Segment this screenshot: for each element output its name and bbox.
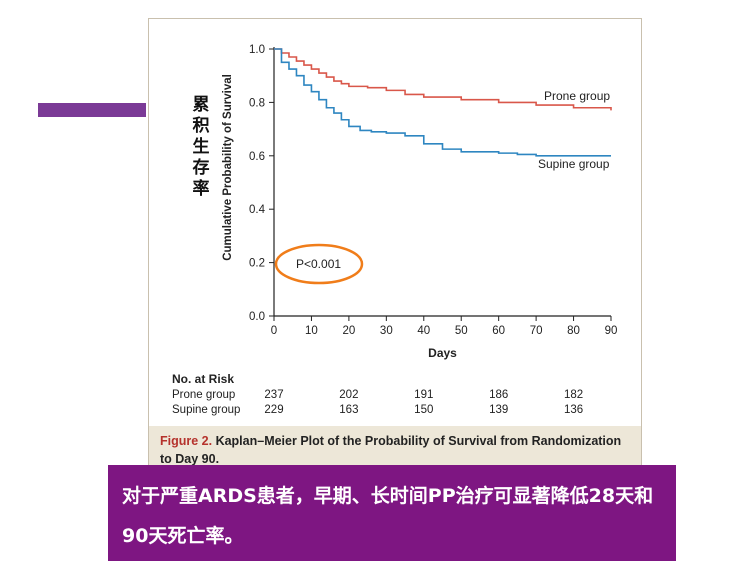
x-tick-label: 20 (342, 325, 355, 337)
y-tick-label: 0.8 (249, 97, 265, 109)
x-tick-label: 90 (605, 325, 618, 337)
at-risk-value: 150 (414, 404, 433, 416)
at-risk-value: 202 (339, 389, 358, 401)
figure-caption: Figure 2. Kaplan–Meier Plot of the Proba… (160, 432, 630, 468)
x-tick-label: 80 (567, 325, 580, 337)
x-tick-label: 70 (530, 325, 543, 337)
conclusion-text: 对于严重ARDS患者，早期、长时间PP治疗可显著降低28天和90天死亡率。 (122, 485, 654, 547)
x-tick-label: 30 (380, 325, 393, 337)
at-risk-value: 163 (339, 404, 358, 416)
conclusion-box (108, 465, 676, 561)
y-tick-label: 1.0 (249, 44, 265, 56)
figure-caption-text: Kaplan–Meier Plot of the Probability of … (160, 434, 622, 466)
x-tick-label: 10 (305, 325, 318, 337)
y-tick-label: 0.0 (249, 311, 265, 323)
chart-axes: 0 10 20 30 40 50 60 70 80 90 0.0 0.2 0.4 0.6 0.8 1.0 (249, 44, 617, 337)
chart-labels: Days Cumulative Probability of Survival Pr… (222, 74, 610, 360)
x-axis-title: Days (428, 346, 457, 360)
x-tick-label: 40 (417, 325, 430, 337)
y-tick-label: 0.4 (249, 204, 266, 216)
p-value-text: P<0.001 (296, 257, 341, 271)
at-risk-value: 186 (489, 389, 508, 401)
at-risk-value: 229 (264, 404, 283, 416)
at-risk-value: 182 (564, 389, 583, 401)
at-risk-value: 136 (564, 404, 583, 416)
caption-band (149, 426, 641, 468)
chart-series (274, 48, 612, 157)
at-risk-value: 139 (489, 404, 508, 416)
y-tick-label: 0.2 (249, 258, 265, 270)
cn-survival-label: 累积生存率 (192, 95, 210, 199)
at-risk-value: 191 (414, 389, 433, 401)
at-risk-row-label: Prone group (172, 389, 235, 401)
accent-bar (38, 103, 146, 117)
p-value-ellipse (274, 243, 364, 285)
series-line-supine (274, 48, 611, 157)
figure-caption-label: Figure 2. (160, 434, 213, 448)
series-label-supine: Supine group (538, 157, 610, 171)
y-axis-title: Cumulative Probability of Survival (222, 74, 234, 261)
y-tick-label: 0.6 (249, 151, 265, 163)
series-label-prone: Prone group (544, 89, 610, 103)
series-line-prone (274, 48, 612, 111)
x-tick-label: 50 (455, 325, 468, 337)
at-risk-table: No. at Risk Prone group 237 202 191 186 182 Sup… (172, 372, 583, 416)
at-risk-value: 237 (264, 389, 283, 401)
x-tick-label: 60 (492, 325, 505, 337)
at-risk-row-label: Supine group (172, 404, 240, 416)
x-tick-label: 0 (271, 325, 277, 337)
at-risk-header: No. at Risk (172, 372, 234, 386)
figure-panel (148, 18, 642, 468)
